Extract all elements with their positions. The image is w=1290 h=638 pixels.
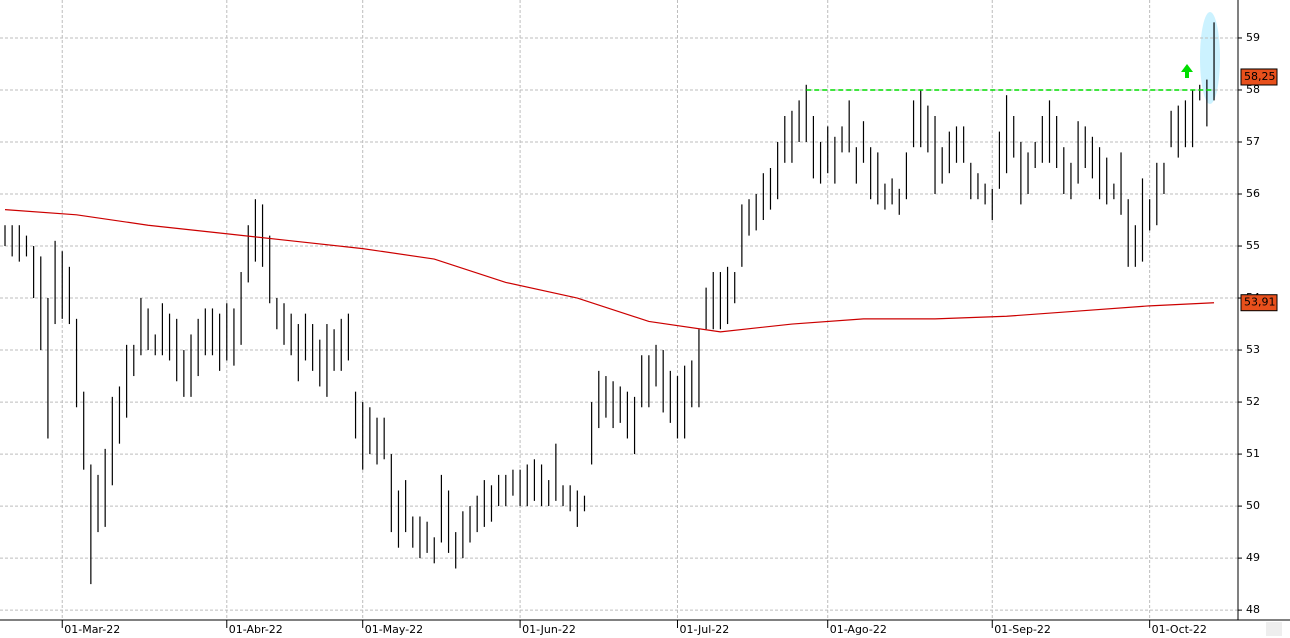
y-tick-label: 52 [1246,395,1260,408]
y-tick-label: 50 [1246,499,1260,512]
plot-area [0,0,1238,620]
moving-average [4,209,1215,333]
price-label-box [1240,294,1278,312]
x-tick-label: 01-May-22 [365,623,423,636]
x-tick-label: 01-Mar-22 [64,623,120,636]
price-label-box [1240,68,1278,86]
y-tick-label: 48 [1246,603,1260,616]
x-tick-label: 01-Jun-22 [522,623,576,636]
highlight [1200,12,1220,104]
y-tick-label: 51 [1246,447,1260,460]
y-tick-label: 57 [1246,135,1260,148]
x-tick-label: 01-Sep-22 [994,623,1051,636]
y-tick-label: 58 [1246,83,1260,96]
marks: 48495051525354555657585901-Mar-2201-Abr-… [0,0,1260,636]
x-tick-label: 01-Jul-22 [679,623,729,636]
x-tick-label: 01-Oct-22 [1152,623,1207,636]
price-label: 53,91 [1244,296,1276,309]
y-tick-label: 56 [1246,187,1260,200]
price-label: 58,25 [1244,70,1276,83]
breakout-arrow [1181,64,1193,78]
x-tick-label: 01-Ago-22 [830,623,887,636]
y-tick-label: 49 [1246,551,1260,564]
corner-icon [1266,622,1282,636]
x-tick-label: 01-Abr-22 [229,623,283,636]
y-tick-label: 59 [1246,31,1260,44]
y-tick-label: 53 [1246,343,1260,356]
y-tick-label: 55 [1246,239,1260,252]
